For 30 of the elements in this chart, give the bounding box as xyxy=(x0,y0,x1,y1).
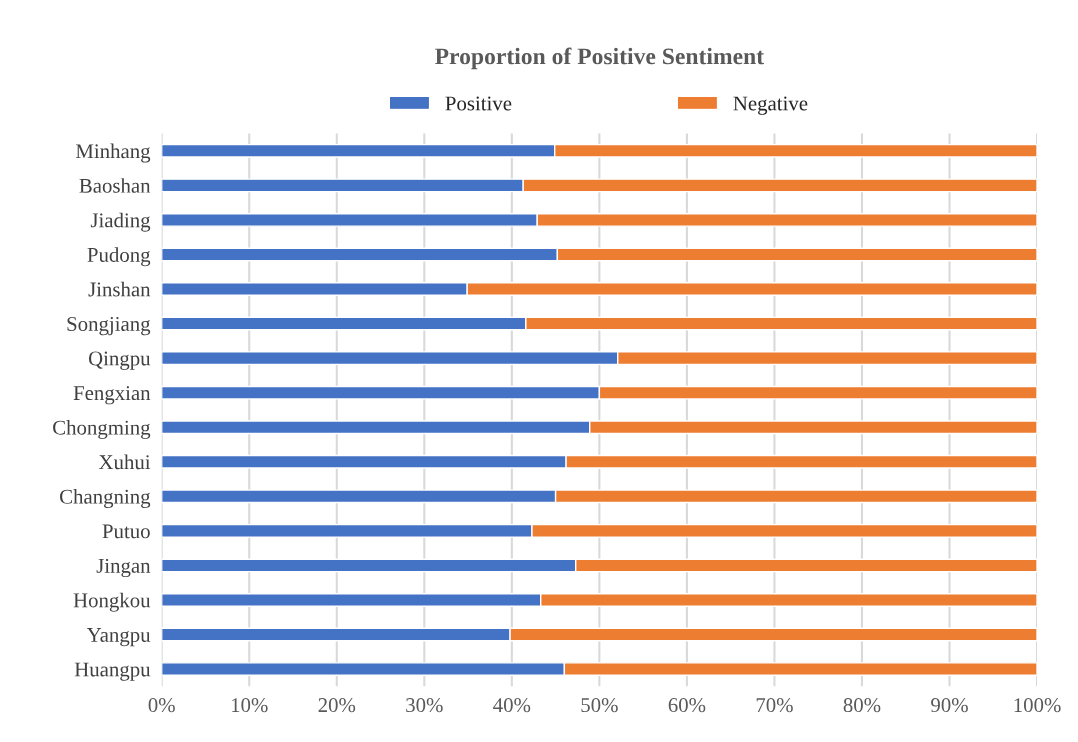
y-tick-label: Jiading xyxy=(90,212,151,232)
y-tick-label: Changning xyxy=(60,489,151,509)
y-tick-label: Pudong xyxy=(87,247,151,267)
y-tick-label: Jinshan xyxy=(88,281,151,297)
x-tick-label: 70% xyxy=(756,698,793,713)
y-tick-label: Songjiang xyxy=(67,316,151,336)
x-tick-label: 80% xyxy=(843,698,881,713)
y-tick-label: Xuhui xyxy=(98,454,151,470)
y-tick-label: Huangpu xyxy=(74,662,151,681)
y-tick-label: Hongkou xyxy=(73,592,151,612)
y-tick-label: Jingan xyxy=(96,558,151,578)
legend-label: Negative xyxy=(733,96,808,115)
x-tick-label: 50% xyxy=(581,698,618,713)
chart-title: Proportion of Positive Sentiment xyxy=(435,47,764,70)
y-tick-label: Minhang xyxy=(75,143,151,163)
y-tick-label: Putuo xyxy=(102,524,150,539)
y-tick-label: Baoshan xyxy=(79,178,151,193)
x-tick-label: 100% xyxy=(1014,698,1061,713)
x-tick-label: 20% xyxy=(318,698,356,713)
y-tick-label: Qingpu xyxy=(88,351,151,370)
y-tick-label: Yangpu xyxy=(86,628,151,647)
x-tick-label: 30% xyxy=(406,698,443,713)
y-tick-label: Chongming xyxy=(53,420,151,439)
x-tick-label: 90% xyxy=(931,698,968,713)
x-tick-label: 40% xyxy=(493,698,531,713)
legend-label: Positive xyxy=(445,96,512,111)
x-tick-label: 0% xyxy=(148,698,175,713)
y-tick-label: Fengxian xyxy=(73,386,151,405)
x-tick-label: 60% xyxy=(668,698,706,713)
x-tick-label: 10% xyxy=(231,698,268,713)
